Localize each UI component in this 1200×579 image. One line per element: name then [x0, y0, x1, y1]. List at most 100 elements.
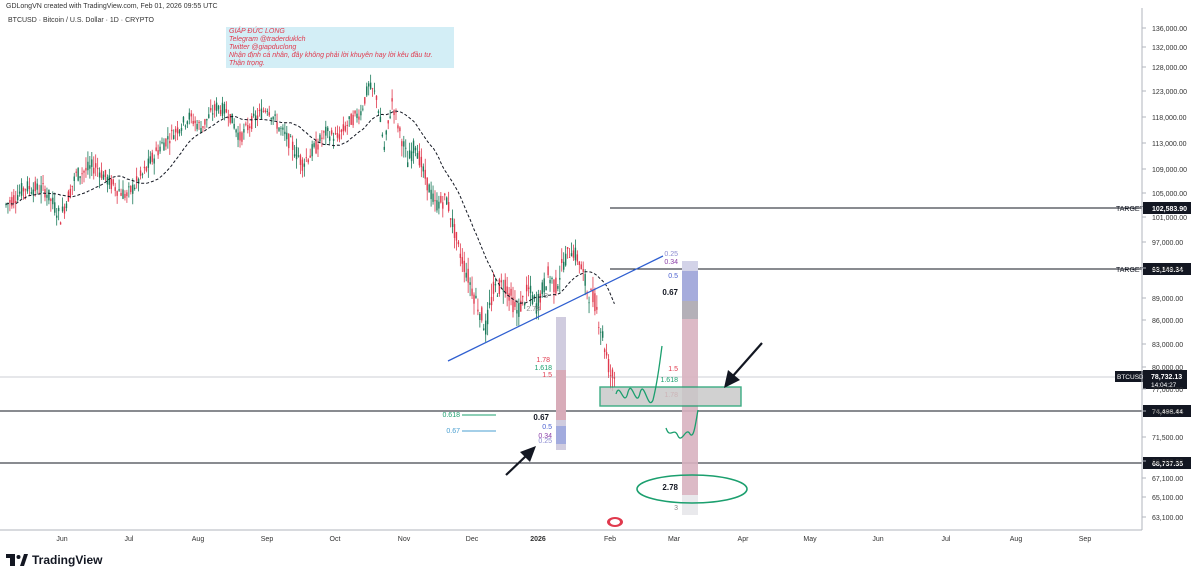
- fib-label-left: 1.78: [536, 357, 550, 364]
- candle: [264, 108, 267, 114]
- price-tick-label: 67,100.00: [1152, 476, 1183, 483]
- candle: [229, 113, 231, 125]
- tradingview-logo[interactable]: TradingView: [6, 553, 102, 567]
- candle: [352, 110, 354, 128]
- candle: [371, 87, 374, 97]
- symbol-tag: [1115, 371, 1143, 382]
- candle: [566, 247, 569, 259]
- candle: [278, 127, 280, 132]
- candle: [541, 279, 543, 298]
- candle: [338, 126, 341, 143]
- note-line: Twitter @giapduclong: [229, 44, 297, 51]
- candle: [354, 110, 356, 117]
- candle: [438, 195, 440, 215]
- candle: [91, 151, 93, 177]
- candle: [473, 292, 475, 315]
- fib-label-left: 0.67: [533, 413, 549, 422]
- candle: [128, 182, 130, 198]
- footer: [0, 548, 1200, 579]
- candle: [215, 97, 218, 117]
- candle: [155, 141, 157, 152]
- candle: [67, 189, 70, 202]
- note-line: Thận trọng.: [229, 60, 265, 67]
- price-chart[interactable]: TARGET 102,583.90 TARGET 93,149.34 74,498.44…: [0, 0, 1200, 548]
- candle: [163, 138, 165, 151]
- candle: [239, 123, 241, 148]
- candle: [403, 135, 405, 158]
- author-note: GIÁP ĐỨC LONG Telegram @traderduklch Twi…: [226, 27, 454, 68]
- candle: [428, 183, 430, 193]
- candle: [600, 328, 602, 345]
- candle: [539, 290, 541, 311]
- candle: [348, 116, 350, 127]
- candle: [63, 203, 66, 219]
- time-tick-label: Apr: [738, 536, 750, 543]
- candle: [307, 158, 309, 165]
- candle: [286, 125, 288, 147]
- countdown-text: 14:04:27: [1151, 382, 1177, 389]
- candle: [336, 125, 339, 142]
- candle: [329, 131, 331, 145]
- candle: [327, 125, 329, 139]
- candle: [102, 171, 105, 180]
- drawings: TARGET 102,583.90 TARGET 93,149.34 74,498.44…: [0, 202, 1191, 527]
- candle: [100, 162, 103, 180]
- candle: [430, 181, 432, 207]
- fib-label-left: 2.78: [526, 306, 540, 313]
- fib-label-left: 0.25: [538, 438, 552, 445]
- candle: [98, 167, 101, 189]
- candle: [231, 113, 233, 124]
- candle: [258, 103, 261, 117]
- candle: [249, 123, 251, 137]
- candle: [235, 128, 237, 138]
- candle: [40, 175, 42, 204]
- candle: [572, 244, 575, 261]
- candle: [457, 239, 460, 248]
- fib-zone: [682, 261, 698, 271]
- candle: [200, 120, 202, 134]
- candle: [38, 184, 40, 195]
- fib-label-left: 1.618: [534, 365, 552, 372]
- candle: [280, 126, 282, 136]
- candle: [30, 187, 33, 195]
- candle: [134, 184, 136, 191]
- candle: [379, 107, 382, 123]
- candle: [422, 163, 424, 178]
- candle: [603, 347, 606, 359]
- candle: [325, 120, 327, 146]
- price-tick-label: 97,000.00: [1152, 240, 1183, 247]
- candle: [75, 168, 77, 177]
- candle: [469, 277, 471, 297]
- candle: [545, 285, 547, 291]
- price-tick-label: 80,000.00: [1152, 365, 1183, 372]
- candle: [213, 100, 216, 118]
- candle: [276, 113, 278, 134]
- candle: [369, 74, 372, 90]
- candle: [563, 252, 565, 273]
- candle: [465, 262, 467, 282]
- candle: [73, 172, 75, 192]
- candle: [408, 142, 411, 160]
- candle: [137, 177, 140, 192]
- fib-label-right: 1.618: [660, 377, 678, 384]
- candle: [161, 137, 163, 145]
- candle: [61, 197, 64, 213]
- candle: [251, 113, 253, 132]
- candle: [498, 277, 501, 297]
- fib-label-right: 0.34: [664, 259, 678, 266]
- candle: [578, 260, 580, 274]
- time-tick-label: Dec: [466, 536, 479, 543]
- candle: [475, 287, 477, 299]
- candle: [315, 131, 317, 155]
- candle: [28, 177, 31, 197]
- candle: [424, 158, 426, 185]
- candle: [580, 261, 582, 270]
- candle: [139, 166, 142, 180]
- price-tick-label: 63,100.00: [1152, 515, 1183, 522]
- candle: [32, 182, 34, 203]
- candle: [551, 276, 553, 284]
- level-label: TARGET: [1116, 267, 1145, 274]
- candle: [192, 113, 194, 127]
- candle: [180, 123, 183, 136]
- candle: [461, 248, 463, 273]
